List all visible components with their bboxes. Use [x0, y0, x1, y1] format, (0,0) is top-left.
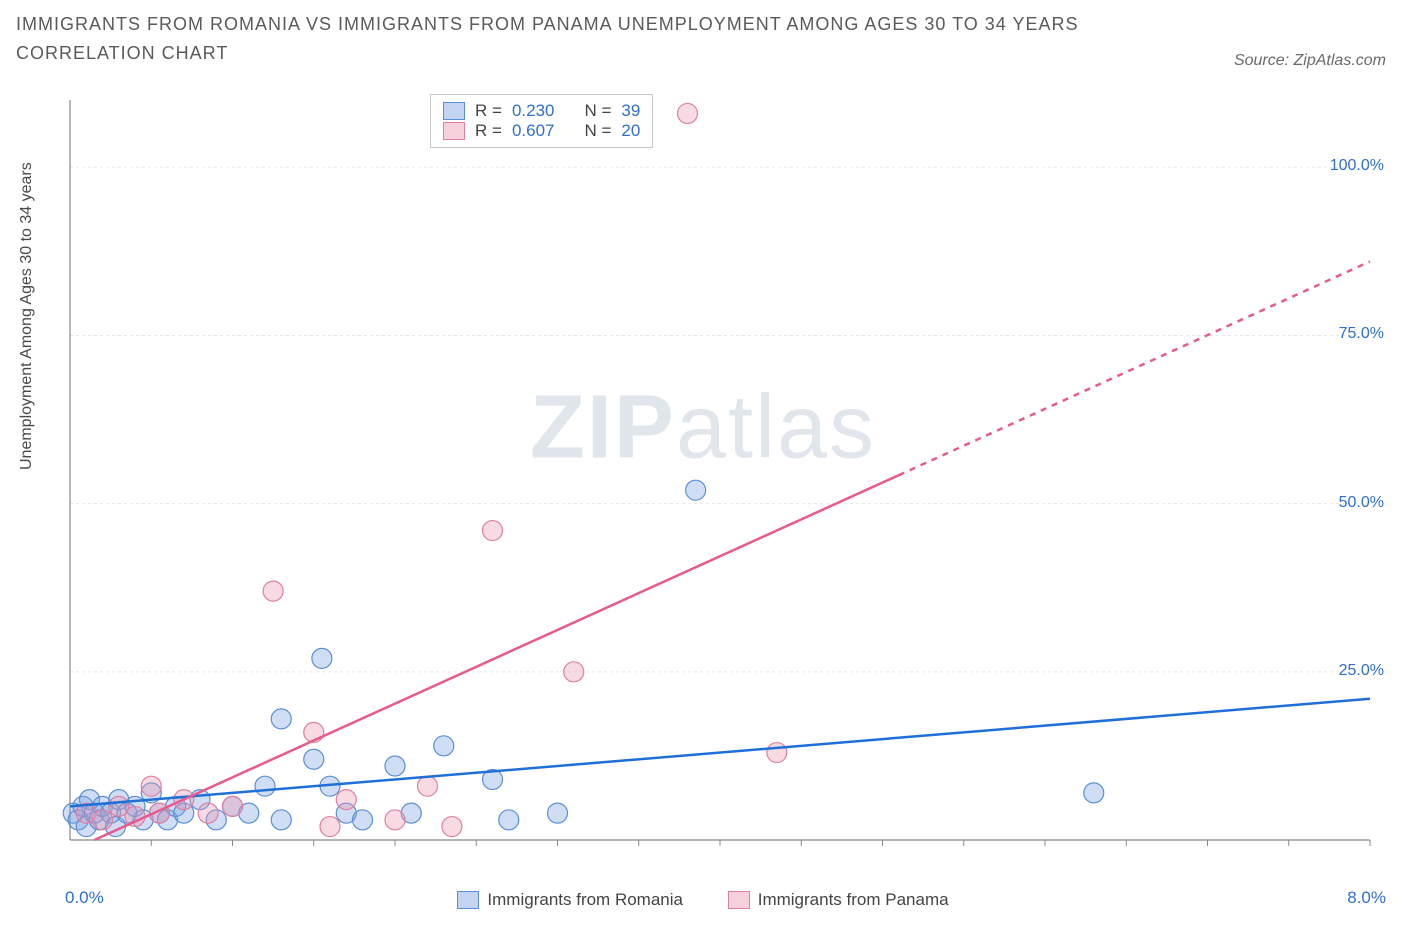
chart-area [60, 90, 1380, 850]
legend-label: Immigrants from Panama [758, 890, 949, 910]
legend-item: Immigrants from Romania [457, 890, 683, 910]
legend-swatch [457, 891, 479, 909]
y-tick-label: 75.0% [1339, 325, 1384, 343]
legend-swatch [443, 122, 465, 140]
legend-label: Immigrants from Romania [487, 890, 683, 910]
r-label: R = [475, 101, 502, 121]
legend-swatch [728, 891, 750, 909]
legend-item: Immigrants from Panama [728, 890, 949, 910]
r-value: 0.607 [512, 121, 555, 141]
y-tick-label: 50.0% [1339, 494, 1384, 512]
series-legend: Immigrants from Romania Immigrants from … [0, 890, 1406, 914]
chart-title: IMMIGRANTS FROM ROMANIA VS IMMIGRANTS FR… [16, 10, 1116, 68]
x-axis-max-label: 8.0% [1347, 888, 1386, 908]
source-label: Source: ZipAtlas.com [1234, 52, 1386, 70]
x-axis-min-label: 0.0% [65, 888, 104, 908]
r-label: R = [475, 121, 502, 141]
legend-swatch [443, 102, 465, 120]
r-value: 0.230 [512, 101, 555, 121]
n-label: N = [584, 101, 611, 121]
n-value: 39 [621, 101, 640, 121]
n-label: N = [584, 121, 611, 141]
chart-svg [60, 90, 1380, 850]
stats-legend: R = 0.230 N = 39 R = 0.607 N = 20 [430, 94, 653, 148]
n-value: 20 [621, 121, 640, 141]
y-tick-label: 25.0% [1339, 662, 1384, 680]
stats-legend-row: R = 0.230 N = 39 [443, 101, 640, 121]
y-tick-label: 100.0% [1330, 157, 1384, 175]
stats-legend-row: R = 0.607 N = 20 [443, 121, 640, 141]
y-axis-label: Unemployment Among Ages 30 to 34 years [18, 162, 36, 470]
